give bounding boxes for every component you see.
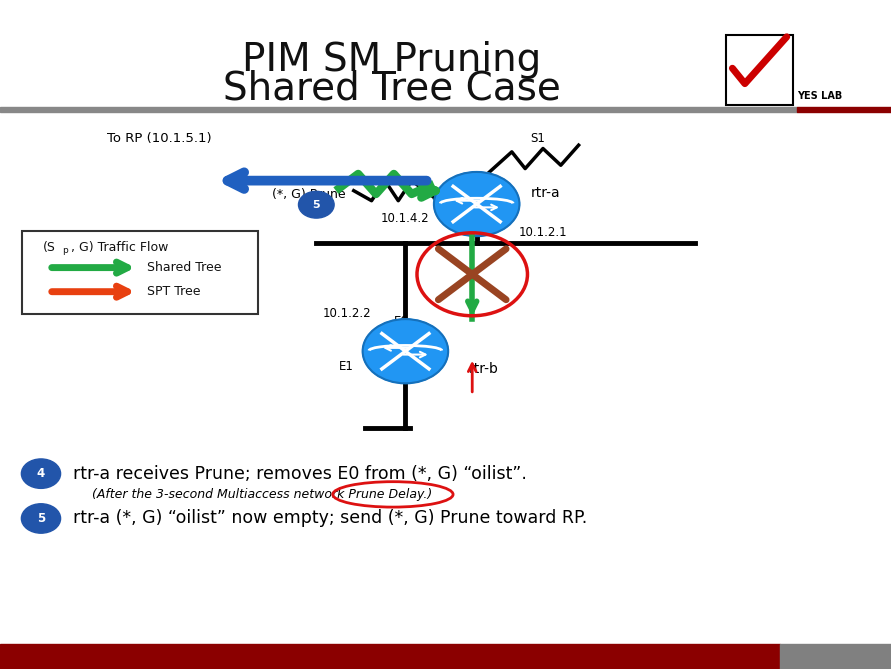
Text: YES LAB: YES LAB xyxy=(797,91,843,100)
Circle shape xyxy=(363,319,448,383)
Text: Shared Tree: Shared Tree xyxy=(147,261,222,274)
Text: E0: E0 xyxy=(484,210,499,223)
Text: PIM SM Pruning: PIM SM Pruning xyxy=(242,41,542,79)
Text: 10.1.2.2: 10.1.2.2 xyxy=(323,307,372,320)
Circle shape xyxy=(21,504,61,533)
Text: Shared Tree Case: Shared Tree Case xyxy=(223,70,561,107)
Bar xyxy=(726,35,793,105)
Text: 10.1.4.2: 10.1.4.2 xyxy=(380,212,429,225)
Text: E0: E0 xyxy=(394,315,409,328)
Text: rtr-a: rtr-a xyxy=(531,186,560,199)
Text: E1: E1 xyxy=(339,360,354,373)
Text: rtr-a receives Prune; removes E0 from (*, G) “oilist”.: rtr-a receives Prune; removes E0 from (*… xyxy=(73,465,527,482)
Circle shape xyxy=(434,172,519,236)
Bar xyxy=(0,644,780,669)
Text: 10.1.2.1: 10.1.2.1 xyxy=(519,226,568,240)
Text: To RP (10.1.5.1): To RP (10.1.5.1) xyxy=(107,132,211,145)
Text: p: p xyxy=(62,246,68,255)
Text: S1: S1 xyxy=(530,132,545,145)
Text: (S: (S xyxy=(43,241,55,254)
Text: (*, G) Prune: (*, G) Prune xyxy=(272,187,346,201)
Bar xyxy=(780,644,891,669)
Text: 5: 5 xyxy=(37,512,45,525)
Text: rtr-a (*, G) “oilist” now empty; send (*, G) Prune toward RP.: rtr-a (*, G) “oilist” now empty; send (*… xyxy=(73,510,587,527)
Circle shape xyxy=(21,459,61,488)
Text: , G) Traffic Flow: , G) Traffic Flow xyxy=(71,241,168,254)
Text: S0: S0 xyxy=(431,190,446,203)
Text: (After the 3‑second Multiaccess network Prune Delay.): (After the 3‑second Multiaccess network … xyxy=(92,488,432,501)
Bar xyxy=(0,107,797,112)
FancyBboxPatch shape xyxy=(22,231,258,314)
Text: 5: 5 xyxy=(313,200,320,209)
Circle shape xyxy=(298,191,334,218)
Text: rtr-b: rtr-b xyxy=(469,363,499,376)
Text: SPT Tree: SPT Tree xyxy=(147,285,200,298)
Bar xyxy=(797,107,891,112)
Text: 4: 4 xyxy=(37,467,45,480)
